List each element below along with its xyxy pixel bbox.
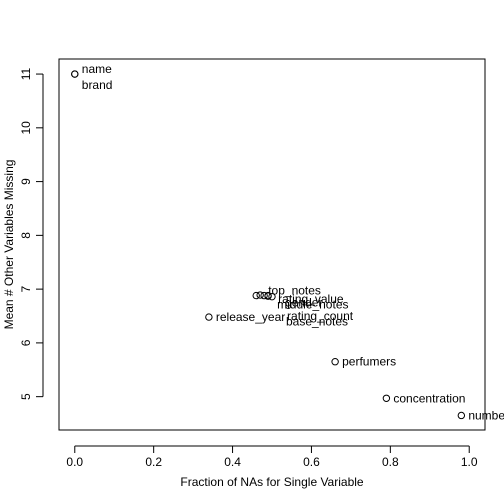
- point-labels: name brand release_year top_notesrating_val…: [82, 62, 504, 422]
- y-tick-label: 7: [19, 285, 33, 292]
- data-point: [382, 394, 391, 402]
- point-label: name: [82, 62, 112, 76]
- point-label: release_year: [216, 310, 285, 324]
- data-point: [256, 291, 264, 299]
- point-label: top_notes: [268, 284, 321, 298]
- data-point: [457, 411, 466, 420]
- y-tick-label: 5: [19, 393, 33, 400]
- point-label: perfumers: [342, 355, 396, 369]
- y-axis-title: Mean # Other Variables Missing: [2, 160, 16, 330]
- x-tick-label: 0.4: [224, 455, 241, 469]
- x-tick-label: 0.8: [382, 455, 399, 469]
- point-label: gender: [285, 296, 322, 310]
- data-point: [252, 291, 260, 300]
- y-axis: 5 6 7 8 9 10 11: [19, 68, 44, 400]
- data-point: [260, 291, 268, 300]
- x-axis-title: Fraction of NAs for Single Variable: [180, 475, 364, 489]
- point-label: number: [468, 408, 504, 422]
- x-tick-label: 0.2: [145, 455, 162, 469]
- y-tick-label: 10: [19, 121, 33, 135]
- plot-frame: [58, 58, 486, 431]
- point-label: brand: [82, 78, 113, 92]
- point-label: base_notes: [286, 315, 348, 329]
- point-label: rating_value: [278, 292, 344, 306]
- point-label: concentration: [393, 391, 465, 405]
- data-point: [268, 292, 276, 301]
- data-point: [71, 70, 79, 78]
- x-tick-label: 1.0: [461, 455, 478, 469]
- y-tick-label: 9: [19, 178, 33, 185]
- x-axis: 0.0 0.2 0.4 0.6 0.8 1.0: [66, 445, 478, 469]
- data-point: [264, 292, 272, 300]
- point-label: middle_notes: [277, 298, 348, 312]
- x-tick-label: 0.6: [303, 455, 320, 469]
- data-points: [71, 70, 466, 420]
- y-tick-label: 11: [19, 68, 33, 81]
- data-point: [205, 313, 213, 321]
- y-tick-label: 8: [19, 232, 33, 239]
- data-point: [331, 358, 339, 366]
- x-tick-label: 0.0: [66, 455, 83, 469]
- y-tick-label: 6: [19, 339, 33, 346]
- point-label: rating_count: [287, 309, 354, 323]
